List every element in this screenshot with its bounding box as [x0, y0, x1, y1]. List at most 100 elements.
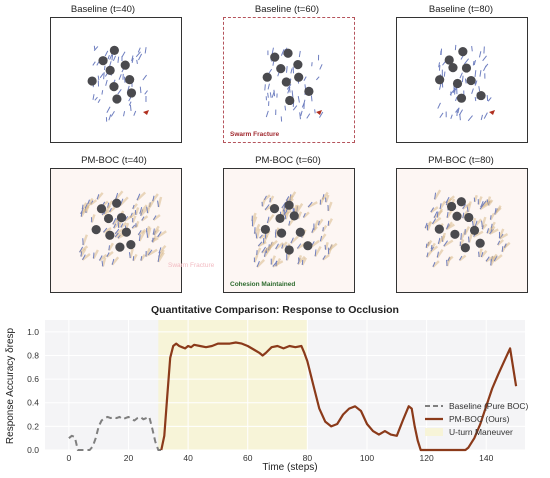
agent-trail	[79, 248, 87, 258]
agent-marker	[450, 114, 453, 119]
agent-marker	[459, 255, 463, 261]
agent-marker	[426, 252, 429, 258]
agent-marker	[109, 207, 112, 213]
agent-marker	[291, 90, 294, 98]
agent-marker	[139, 206, 143, 214]
agent-marker	[434, 192, 437, 200]
agent-marker	[259, 234, 263, 239]
swarm-plot-pmboc-t80	[424, 189, 511, 268]
obstacle-marker	[269, 203, 280, 214]
agent-trail	[114, 190, 124, 201]
agent-marker	[482, 55, 487, 62]
agent-marker	[267, 83, 270, 90]
agent-trail	[147, 248, 158, 257]
obstacle-marker	[289, 211, 299, 221]
agent-marker	[112, 218, 117, 225]
agent-marker	[99, 73, 104, 79]
swarm-plot-baseline-t40	[87, 45, 149, 122]
agent-marker	[467, 236, 470, 243]
agent-marker	[84, 203, 88, 209]
agent-marker	[273, 89, 276, 97]
obstacle-marker	[444, 55, 454, 65]
panel-pmboc-t40	[50, 168, 182, 293]
agent-marker	[267, 92, 269, 98]
agent-trail	[98, 253, 108, 262]
agent-marker	[104, 50, 109, 57]
uturn-region	[158, 320, 308, 450]
agent-marker	[485, 256, 490, 262]
agent-marker	[112, 55, 117, 62]
agent-trail	[490, 253, 498, 263]
agent-trail	[322, 254, 330, 261]
agent-marker	[461, 75, 464, 83]
agent-marker	[460, 233, 462, 240]
agent-trail	[157, 249, 165, 258]
agent-marker	[432, 261, 436, 268]
agent-trail	[274, 242, 284, 250]
obstacle-marker	[115, 242, 125, 252]
agent-trail	[295, 203, 304, 214]
agent-marker	[433, 211, 438, 219]
agent-marker	[318, 220, 320, 226]
panel-title-pmboc-t40: PM-BOC (t=40)	[81, 155, 147, 166]
agent-marker	[462, 203, 466, 210]
agent-trail	[485, 255, 495, 263]
agent-trail	[327, 201, 333, 212]
agent-marker	[107, 54, 110, 60]
obstacle-marker	[284, 200, 294, 210]
agent-trail	[307, 201, 318, 209]
agent-marker	[92, 61, 96, 66]
agent-trail	[432, 260, 440, 268]
agent-marker	[302, 99, 306, 106]
agent-marker	[298, 50, 301, 58]
agent-trail	[81, 253, 91, 261]
obstacle-marker	[303, 241, 313, 251]
x-tick-label: 20	[124, 453, 134, 463]
y-tick-label: 0.6	[27, 374, 39, 384]
x-tick-label: 140	[479, 453, 493, 463]
agent-marker	[474, 96, 477, 102]
agent-marker	[263, 195, 267, 201]
agent-marker	[503, 243, 507, 248]
series-line-baseline	[68, 415, 162, 451]
obstacle-marker	[112, 94, 122, 104]
agent-trail	[493, 205, 502, 216]
agent-marker	[103, 227, 108, 233]
agent-trail	[443, 239, 454, 248]
agent-trail	[255, 247, 262, 256]
agent-marker	[138, 234, 141, 241]
agent-marker	[459, 72, 463, 79]
agent-marker	[467, 115, 473, 122]
agent-marker	[257, 241, 263, 247]
obstacle-marker	[126, 239, 136, 250]
agent-trail	[480, 250, 488, 258]
agent-marker	[157, 255, 160, 262]
obstacle-marker	[103, 213, 114, 224]
obstacle-marker	[120, 60, 130, 70]
obstacle-marker	[293, 60, 303, 70]
agent-trail	[285, 194, 294, 202]
agent-trail	[124, 215, 133, 222]
panel-title-pmboc-t60: PM-BOC (t=60)	[255, 155, 321, 166]
obstacle-marker	[434, 224, 444, 234]
agent-marker	[431, 218, 437, 225]
agent-trail	[431, 216, 442, 225]
agent-trail	[477, 248, 483, 258]
agent-marker	[264, 84, 266, 91]
agent-trail	[290, 235, 299, 245]
panel-pmboc-t60: Cohesion Maintained	[223, 168, 355, 293]
obstacle-marker	[456, 197, 466, 207]
agent-marker	[152, 228, 155, 235]
y-tick-label: 0.8	[27, 350, 39, 360]
agent-marker	[430, 207, 435, 213]
agent-trail	[283, 209, 292, 217]
obstacle-marker	[304, 86, 314, 96]
agent-marker	[110, 110, 115, 117]
agent-marker	[322, 227, 324, 232]
agent-trail	[458, 254, 467, 262]
agent-marker	[138, 53, 143, 61]
obstacle-marker	[125, 75, 135, 85]
agent-marker	[158, 247, 162, 254]
y-tick-label: 0.2	[27, 421, 39, 431]
agent-marker	[82, 254, 86, 261]
